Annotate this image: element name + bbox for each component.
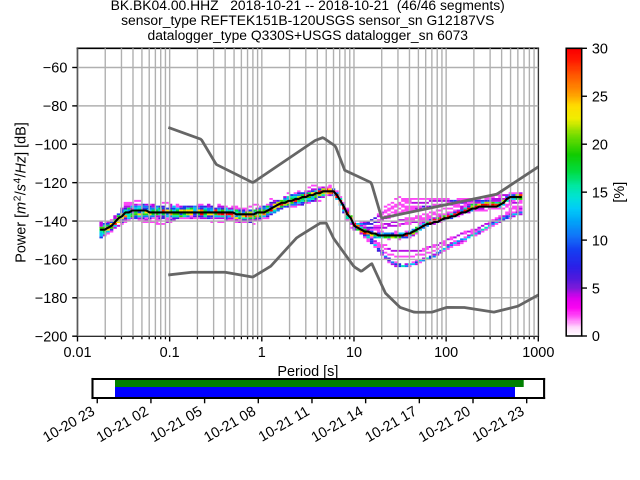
svg-text:30: 30 <box>592 42 608 58</box>
svg-text:5: 5 <box>592 281 600 297</box>
svg-text:0: 0 <box>592 329 600 345</box>
svg-text:0.01: 0.01 <box>63 345 91 361</box>
svg-text:−80: −80 <box>43 99 68 115</box>
svg-text:20: 20 <box>592 137 608 153</box>
svg-text:datalogger_type Q330S+USGS dat: datalogger_type Q330S+USGS datalogger_sn… <box>147 27 468 43</box>
svg-text:15: 15 <box>592 185 608 201</box>
svg-text:sensor_type REFTEK151B-120USGS: sensor_type REFTEK151B-120USGS sensor_sn… <box>121 12 494 28</box>
svg-text:25: 25 <box>592 89 608 105</box>
svg-text:−200: −200 <box>35 329 68 345</box>
svg-text:0.1: 0.1 <box>160 345 180 361</box>
svg-text:BK.BK04.00.HHZ 2018-10-21 --: BK.BK04.00.HHZ 2018-10-21 -- 2018-10-21 … <box>111 0 505 13</box>
svg-text:[%]: [%] <box>612 182 628 203</box>
svg-text:100: 100 <box>434 345 458 361</box>
svg-text:1000: 1000 <box>522 345 554 361</box>
svg-text:10: 10 <box>592 233 608 249</box>
svg-text:−100: −100 <box>35 138 68 154</box>
svg-text:−140: −140 <box>35 214 68 230</box>
svg-text:P o w e: P o w e r [ / / ] [ d B ] m s H z 2 4 <box>1 117 31 263</box>
svg-text:−120: −120 <box>35 176 68 192</box>
svg-text:−60: −60 <box>43 61 68 77</box>
svg-text:−180: −180 <box>35 291 68 307</box>
svg-text:10: 10 <box>346 345 362 361</box>
svg-text:1: 1 <box>258 345 266 361</box>
svg-text:−160: −160 <box>35 253 68 269</box>
svg-text:Period [s]: Period [s] <box>277 364 338 380</box>
